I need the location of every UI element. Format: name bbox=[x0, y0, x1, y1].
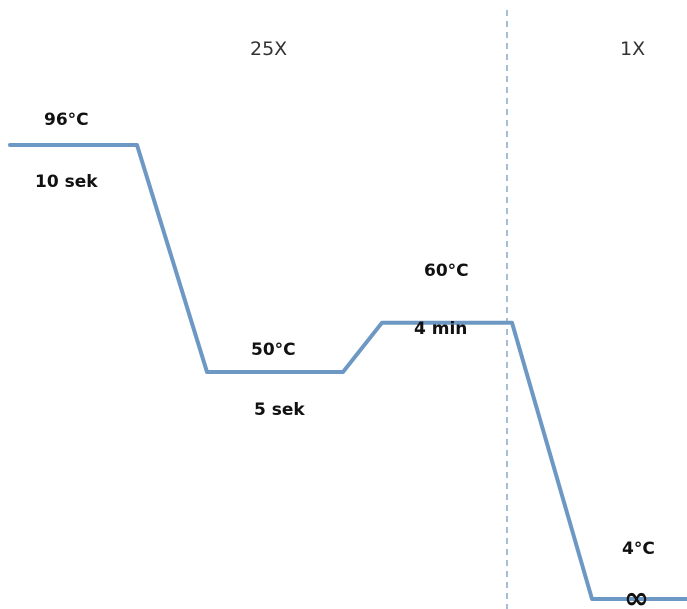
anneal-temp-label: 50°C bbox=[251, 340, 296, 360]
extend-time-label: 4 min bbox=[414, 319, 468, 339]
denature-temp-label: 96°C bbox=[44, 110, 89, 130]
cycle-count-25x: 25X bbox=[250, 38, 288, 60]
hold-temp-label: 4°C bbox=[622, 539, 655, 559]
extend-temp-label: 60°C bbox=[424, 261, 469, 281]
denature-time-label: 10 sek bbox=[35, 172, 98, 192]
temperature-profile-line bbox=[8, 143, 687, 601]
cycle-count-1x: 1X bbox=[620, 38, 646, 60]
anneal-time-label: 5 sek bbox=[254, 400, 305, 420]
hold-infinite-symbol: ∞ bbox=[624, 581, 649, 609]
